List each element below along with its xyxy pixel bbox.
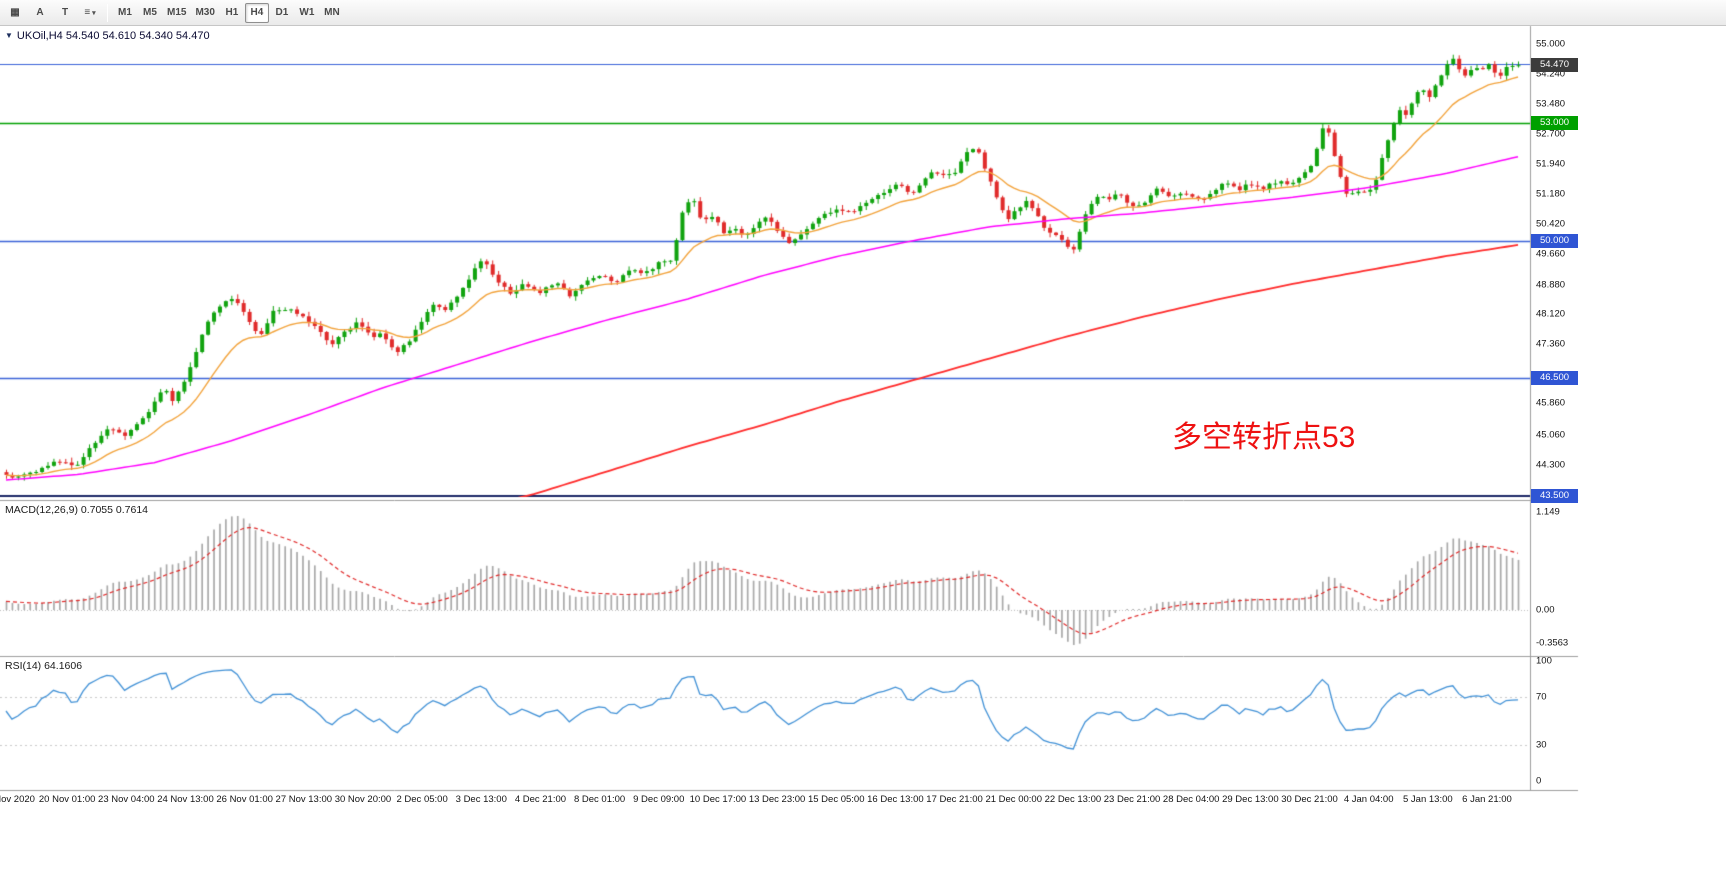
macd-tick-label: 0.00 xyxy=(1536,604,1555,616)
price-tick-label: 52.700 xyxy=(1536,128,1566,140)
time-axis-label: 5 Jan 13:00 xyxy=(1403,794,1453,805)
label-tool-button[interactable]: T xyxy=(53,3,77,23)
price-tick-label: 48.120 xyxy=(1536,308,1566,320)
time-axis-label: 4 Jan 04:00 xyxy=(1343,794,1394,805)
time-axis-label: 27 Nov 13:00 xyxy=(275,794,333,805)
time-axis-label: 20 Nov 01:00 xyxy=(38,794,96,805)
time-axis-label: 16 Dec 13:00 xyxy=(867,794,924,805)
symbol-collapse-icon: ▼ xyxy=(5,31,13,40)
price-level-badge: 54.470 xyxy=(1531,57,1578,72)
price-level-badge: 43.500 xyxy=(1531,489,1578,503)
time-axis-label: 23 Dec 21:00 xyxy=(1103,794,1161,805)
timeframe-button-m5[interactable]: M5 xyxy=(143,7,157,18)
macd-tick-label: 1.149 xyxy=(1536,506,1560,518)
rsi-tick-label: 30 xyxy=(1536,739,1547,751)
price-tick-label: 49.660 xyxy=(1536,248,1566,260)
time-axis-label: 10 Dec 17:00 xyxy=(689,794,747,805)
price-tick-label: 54.240 xyxy=(1536,68,1566,80)
timeframe-button-m1[interactable]: M1 xyxy=(118,7,132,18)
timeframe-button-m30[interactable]: M30 xyxy=(195,7,215,18)
price-level-badge: 50.000 xyxy=(1531,233,1578,248)
timeframe-button-mn[interactable]: MN xyxy=(324,7,340,18)
time-axis-label: 3 Dec 13:00 xyxy=(455,794,507,805)
rsi-indicator-label: RSI(14) 64.1606 xyxy=(5,660,83,672)
macd-tick-label: -0.3563 xyxy=(1536,637,1569,649)
text-tool-icon: A xyxy=(36,7,44,18)
price-level-badge: 46.500 xyxy=(1531,371,1578,386)
text-tool-button[interactable]: A xyxy=(28,3,52,23)
symbol-ohlc-text: UKOil,H4 54.540 54.610 54.340 54.470 xyxy=(16,30,210,42)
time-axis-label: 30 Dec 21:00 xyxy=(1281,794,1338,805)
chart-grid-button[interactable]: ▦ xyxy=(3,3,27,23)
price-tick-label: 55.000 xyxy=(1536,38,1566,50)
time-axis-label: 21 Dec 00:00 xyxy=(985,794,1042,805)
price-tick-label: 45.060 xyxy=(1536,429,1566,441)
time-axis-label: 26 Nov 01:00 xyxy=(216,794,273,805)
time-axis-label: 30 Nov 20:00 xyxy=(334,794,392,805)
time-axis-label: 18 Nov 2020 xyxy=(0,794,35,805)
rsi-tick-label: 100 xyxy=(1536,655,1552,667)
price-tick-label: 47.360 xyxy=(1536,338,1566,350)
timeframe-button-d1[interactable]: D1 xyxy=(275,7,289,18)
price-tick-label: 51.940 xyxy=(1536,158,1566,170)
time-axis-label: 8 Dec 01:00 xyxy=(573,794,626,805)
time-axis-label: 23 Nov 04:00 xyxy=(98,794,155,805)
price-tick-label: 53.480 xyxy=(1536,98,1566,110)
time-axis-label: 4 Dec 21:00 xyxy=(514,794,567,805)
price-tick-label: 50.420 xyxy=(1536,218,1566,230)
rsi-tick-label: 0 xyxy=(1536,775,1542,787)
objects-dropdown-button[interactable]: ≡ ▾ xyxy=(78,3,102,23)
time-axis-label: 24 Nov 13:00 xyxy=(157,794,214,805)
time-axis-label: 2 Dec 05:00 xyxy=(396,794,448,805)
price-tick-label: 51.180 xyxy=(1536,188,1566,200)
price-tick-label: 48.880 xyxy=(1536,279,1566,291)
timeframe-button-h4[interactable]: H4 xyxy=(244,2,269,23)
symbol-ohlc-readout: ▼ UKOil,H4 54.540 54.610 54.340 54.470 xyxy=(5,30,210,42)
price-tick-label: 44.300 xyxy=(1536,459,1566,471)
macd-indicator-label: MACD(12,26,9) 0.7055 0.7614 xyxy=(5,504,149,516)
time-axis-label: 13 Dec 23:00 xyxy=(748,794,806,805)
time-axis-label: 15 Dec 05:00 xyxy=(807,794,865,805)
time-axis-label: 28 Dec 04:00 xyxy=(1162,794,1220,805)
timeframe-button-h1[interactable]: H1 xyxy=(225,7,239,18)
rsi-tick-label: 70 xyxy=(1536,691,1547,703)
time-axis-label: 9 Dec 09:00 xyxy=(633,794,685,805)
toolbar: ▦ A T ≡ ▾ M1 M5 M15 M30 H1 H4 D1 W1 MN xyxy=(0,0,1726,26)
price-tick-label: 45.860 xyxy=(1536,397,1566,409)
timeframe-button-w1[interactable]: W1 xyxy=(299,7,315,18)
time-axis-label: 22 Dec 13:00 xyxy=(1044,794,1102,805)
chevron-down-icon: ▾ xyxy=(92,9,96,17)
objects-list-icon: ≡ xyxy=(84,7,91,18)
label-tool-icon: T xyxy=(61,7,69,18)
toolbar-separator xyxy=(107,3,108,22)
timeframe-group: M1 M5 M15 M30 H1 H4 D1 W1 MN xyxy=(113,2,344,23)
price-level-badge: 53.000 xyxy=(1531,115,1578,130)
time-axis-label: 17 Dec 21:00 xyxy=(926,794,983,805)
chart-text-annotation: 多空转折点53 xyxy=(1172,421,1356,454)
timeframe-button-m15[interactable]: M15 xyxy=(167,7,187,18)
time-axis-label: 29 Dec 13:00 xyxy=(1222,794,1279,805)
chart-grid-icon: ▦ xyxy=(10,7,20,18)
time-axis-label: 6 Jan 21:00 xyxy=(1462,794,1512,805)
